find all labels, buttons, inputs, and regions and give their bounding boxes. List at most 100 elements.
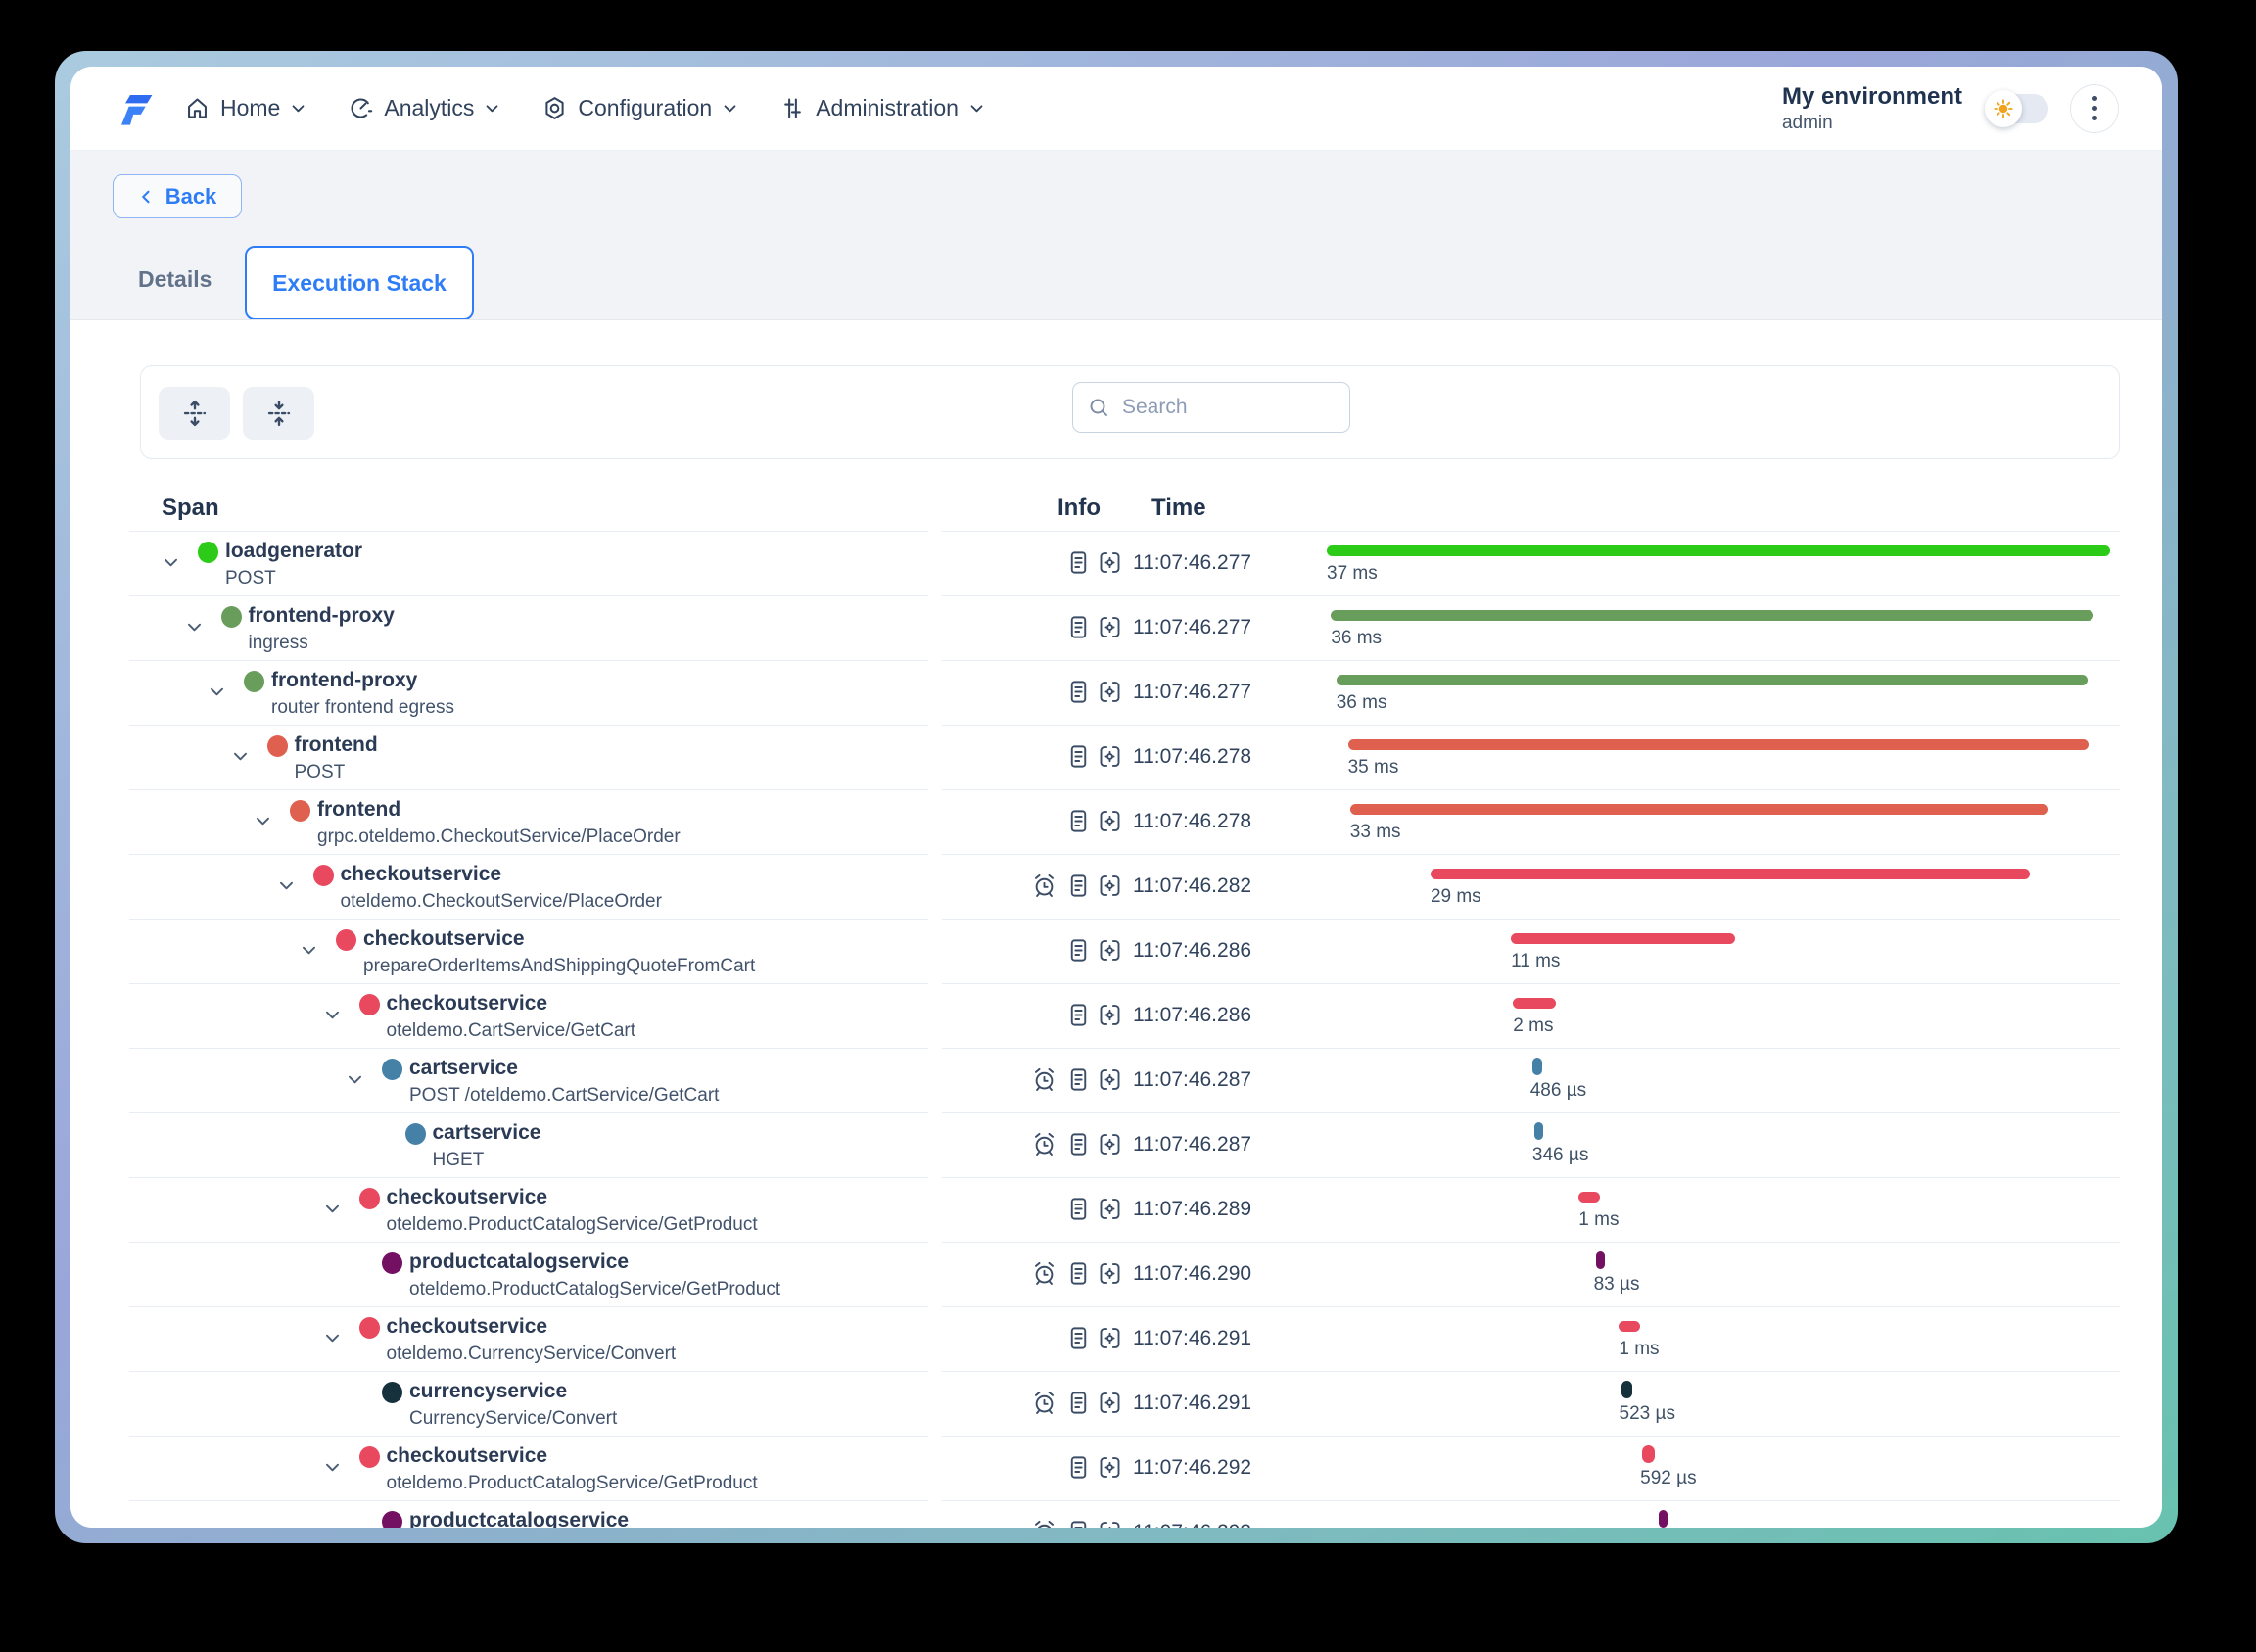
- tree-expand-chevron-icon[interactable]: [323, 1006, 342, 1024]
- overflow-menu-button[interactable]: [2070, 83, 2119, 133]
- tree-expand-chevron-icon[interactable]: [323, 1329, 342, 1347]
- span-row[interactable]: checkoutservice oteldemo.CartService/Get…: [70, 983, 2162, 1048]
- span-row[interactable]: checkoutservice oteldemo.CurrencyService…: [70, 1306, 2162, 1371]
- log-document-icon[interactable]: [1065, 808, 1092, 834]
- collapse-all-button[interactable]: [243, 387, 314, 440]
- service-status-dot: [358, 1317, 380, 1339]
- span-row[interactable]: loadgenerator POST 11:07:46.277 37 ms: [70, 531, 2162, 595]
- alarm-clock-icon[interactable]: [1031, 1390, 1058, 1416]
- log-document-icon[interactable]: [1065, 614, 1092, 640]
- log-document-icon[interactable]: [1065, 1131, 1092, 1157]
- span-row[interactable]: checkoutservice prepareOrderItemsAndShip…: [70, 919, 2162, 983]
- alarm-clock-icon[interactable]: [1031, 1260, 1058, 1287]
- span-events-gear-icon[interactable]: [1097, 549, 1123, 576]
- span-events-gear-icon[interactable]: [1097, 937, 1123, 964]
- log-document-icon[interactable]: [1065, 873, 1092, 899]
- span-events-gear-icon[interactable]: [1097, 614, 1123, 640]
- span-row[interactable]: frontend-proxy ingress 11:07:46.277 36 m…: [70, 595, 2162, 660]
- search-box: [1072, 382, 1350, 433]
- span-row[interactable]: frontend POST 11:07:46.278 35 ms: [70, 725, 2162, 789]
- service-name: checkoutservice: [363, 927, 525, 950]
- tree-expand-chevron-icon[interactable]: [162, 553, 180, 572]
- chevron-left-icon: [141, 190, 150, 203]
- log-document-icon[interactable]: [1065, 549, 1092, 576]
- log-document-icon[interactable]: [1065, 937, 1092, 964]
- span-row[interactable]: frontend-proxy router frontend egress 11…: [70, 660, 2162, 725]
- span-row[interactable]: frontend grpc.oteldemo.CheckoutService/P…: [70, 789, 2162, 854]
- duration-label: 37 ms: [1327, 563, 1378, 584]
- log-document-icon[interactable]: [1065, 743, 1092, 770]
- back-button[interactable]: Back: [113, 174, 242, 218]
- span-row[interactable]: productcatalogservice 11:07:46.293: [70, 1500, 2162, 1528]
- span-row[interactable]: checkoutservice oteldemo.CheckoutService…: [70, 854, 2162, 919]
- gauge-icon: [351, 98, 373, 118]
- log-document-icon[interactable]: [1065, 1454, 1092, 1481]
- span-events-gear-icon[interactable]: [1097, 1196, 1123, 1222]
- span-names: productcatalogservice: [409, 1508, 629, 1528]
- span-row[interactable]: checkoutservice oteldemo.ProductCatalogS…: [70, 1177, 2162, 1242]
- log-document-icon[interactable]: [1065, 1196, 1092, 1222]
- span-start-time: 11:07:46.278: [1133, 745, 1252, 768]
- row-divider: [942, 854, 2120, 855]
- span-row[interactable]: checkoutservice oteldemo.ProductCatalogS…: [70, 1436, 2162, 1500]
- tree-expand-chevron-icon[interactable]: [323, 1200, 342, 1218]
- row-divider: [129, 1436, 928, 1437]
- tree-expand-chevron-icon[interactable]: [277, 876, 296, 895]
- nav-item-administration[interactable]: Administration: [766, 95, 999, 121]
- operation-name: HGET: [432, 1150, 485, 1170]
- span-events-gear-icon[interactable]: [1097, 1390, 1123, 1416]
- log-document-icon[interactable]: [1065, 1390, 1092, 1416]
- span-start-time: 11:07:46.278: [1133, 810, 1252, 832]
- span-names: currencyservice CurrencyService/Convert: [409, 1379, 617, 1431]
- tab-details[interactable]: Details: [138, 266, 212, 292]
- tree-expand-chevron-icon[interactable]: [300, 941, 318, 960]
- service-status-dot: [382, 1382, 402, 1403]
- span-row[interactable]: currencyservice CurrencyService/Convert …: [70, 1371, 2162, 1436]
- tree-expand-chevron-icon[interactable]: [323, 1458, 342, 1477]
- span-events-gear-icon[interactable]: [1097, 808, 1123, 834]
- alarm-clock-icon[interactable]: [1031, 873, 1058, 899]
- search-input[interactable]: [1122, 396, 1336, 419]
- log-document-icon[interactable]: [1065, 679, 1092, 705]
- span-start-time: 11:07:46.292: [1133, 1456, 1252, 1479]
- chevron-down-icon: [487, 105, 498, 113]
- service-name: checkoutservice: [386, 1186, 548, 1208]
- span-names: checkoutservice oteldemo.ProductCatalogS…: [387, 1443, 758, 1495]
- span-events-gear-icon[interactable]: [1097, 743, 1123, 770]
- span-events-gear-icon[interactable]: [1097, 1325, 1123, 1351]
- operation-name: POST: [225, 568, 276, 589]
- nav-item-home[interactable]: Home: [170, 95, 320, 121]
- tab-execution-stack[interactable]: Execution Stack: [245, 246, 474, 320]
- log-document-icon[interactable]: [1065, 1325, 1092, 1351]
- tree-expand-chevron-icon[interactable]: [185, 618, 204, 637]
- nav-item-analytics[interactable]: Analytics: [334, 95, 514, 121]
- tree-expand-chevron-icon[interactable]: [208, 683, 226, 701]
- span-events-gear-icon[interactable]: [1097, 1002, 1123, 1028]
- log-document-icon[interactable]: [1065, 1002, 1092, 1028]
- app: Home Analytics Configuration: [70, 67, 2162, 1528]
- tree-expand-chevron-icon[interactable]: [231, 747, 250, 766]
- log-document-icon[interactable]: [1065, 1066, 1092, 1093]
- row-divider: [129, 983, 928, 984]
- span-events-gear-icon[interactable]: [1097, 1454, 1123, 1481]
- span-row[interactable]: cartservice POST /oteldemo.CartService/G…: [70, 1048, 2162, 1112]
- log-document-icon[interactable]: [1065, 1260, 1092, 1287]
- operation-name: oteldemo.CheckoutService/PlaceOrder: [340, 891, 662, 912]
- alarm-clock-icon[interactable]: [1031, 1519, 1058, 1528]
- span-events-gear-icon[interactable]: [1097, 1519, 1123, 1528]
- alarm-clock-icon[interactable]: [1031, 1066, 1058, 1093]
- nav-item-configuration[interactable]: Configuration: [528, 95, 752, 121]
- tree-expand-chevron-icon[interactable]: [346, 1070, 364, 1089]
- theme-toggle[interactable]: [1985, 89, 2048, 127]
- tree-expand-chevron-icon[interactable]: [254, 812, 272, 830]
- span-events-gear-icon[interactable]: [1097, 1131, 1123, 1157]
- expand-all-button[interactable]: [159, 387, 230, 440]
- span-events-gear-icon[interactable]: [1097, 679, 1123, 705]
- span-row[interactable]: productcatalogservice oteldemo.ProductCa…: [70, 1242, 2162, 1306]
- span-events-gear-icon[interactable]: [1097, 873, 1123, 899]
- span-row[interactable]: cartservice HGET 11:07:46.287 346 µs: [70, 1112, 2162, 1177]
- span-events-gear-icon[interactable]: [1097, 1066, 1123, 1093]
- alarm-clock-icon[interactable]: [1031, 1131, 1058, 1157]
- span-events-gear-icon[interactable]: [1097, 1260, 1123, 1287]
- log-document-icon[interactable]: [1065, 1519, 1092, 1528]
